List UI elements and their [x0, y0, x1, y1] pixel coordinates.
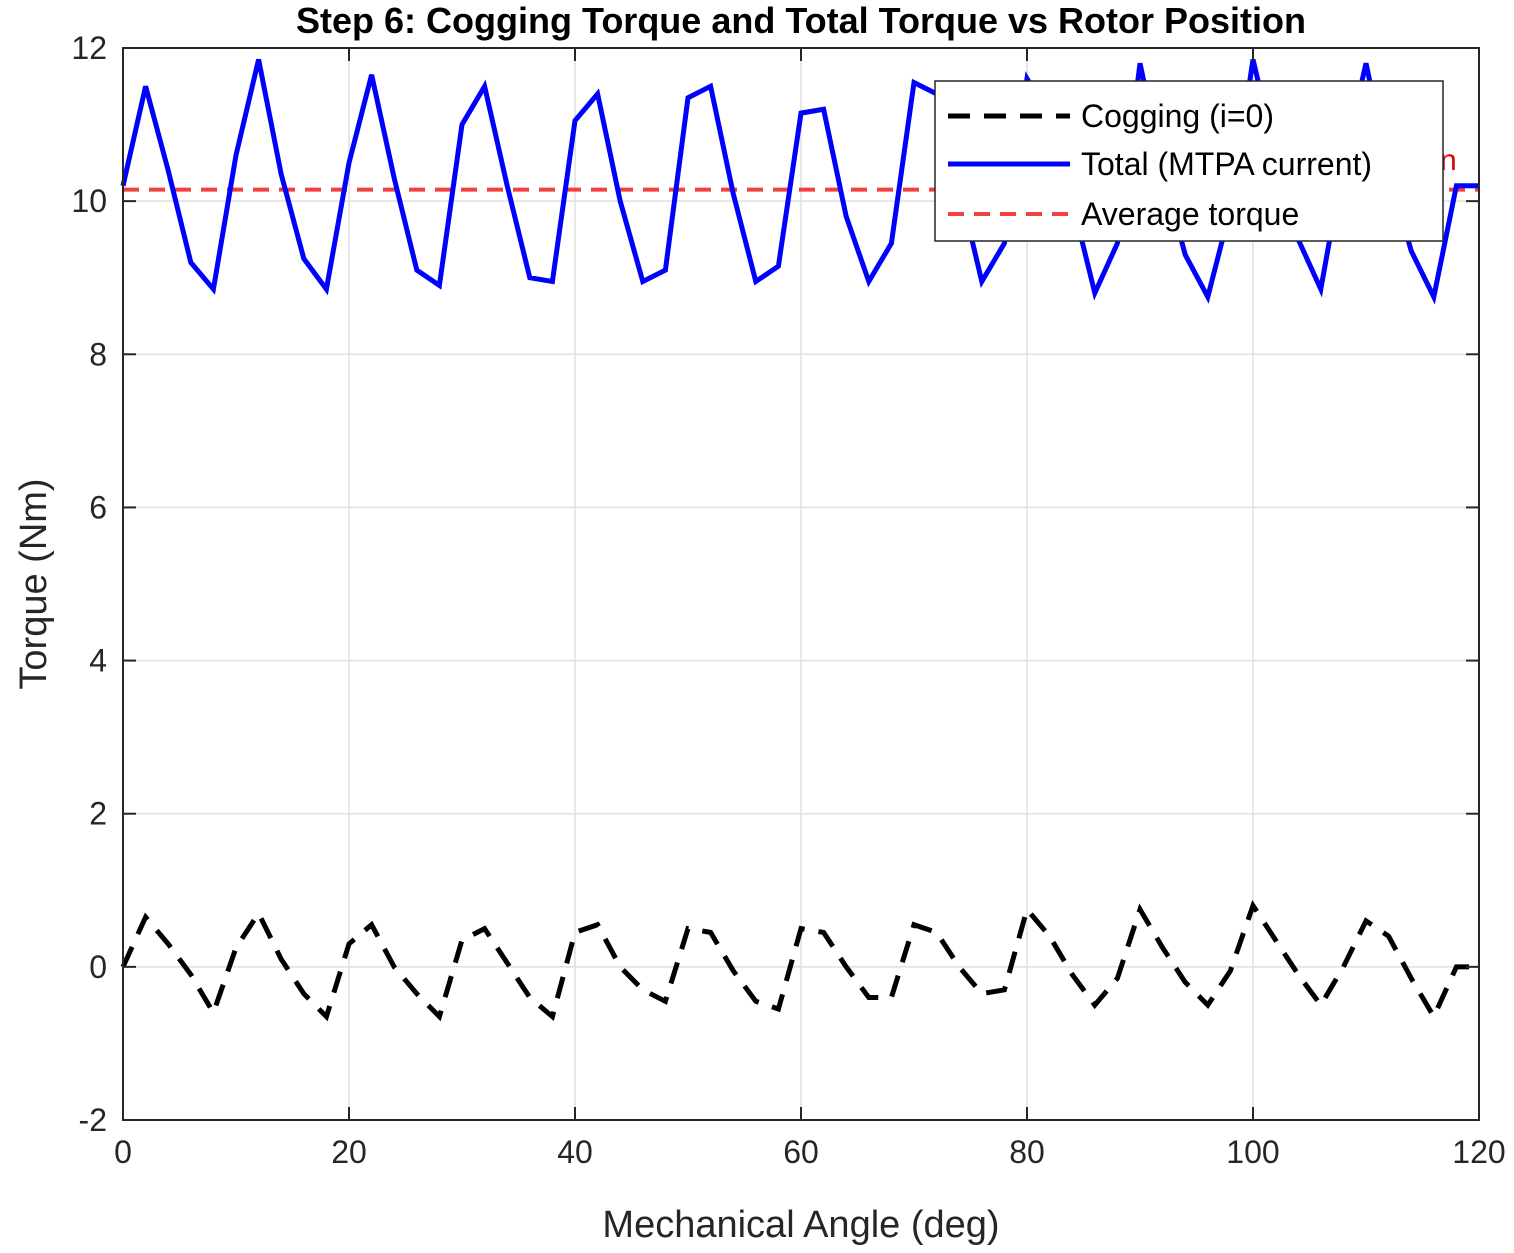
y-axis-label: Torque (Nm): [13, 478, 55, 689]
x-axis-label: Mechanical Angle (deg): [602, 1204, 999, 1246]
x-tick-label-2: 40: [557, 1134, 593, 1170]
chart-title: Step 6: Cogging Torque and Total Torque …: [296, 0, 1306, 41]
legend-label-cogging: Cogging (i=0): [1081, 98, 1274, 134]
x-tick-label-5: 100: [1226, 1134, 1279, 1170]
annotation-layer: n: [1440, 144, 1457, 177]
annotation-text: n: [1440, 144, 1457, 177]
x-tick-label-0: 0: [114, 1134, 132, 1170]
x-tick-label-6: 120: [1452, 1134, 1505, 1170]
y-tick-label-5: 8: [89, 336, 107, 372]
cogging-torque-line: [120, 899, 1479, 1023]
y-tick-label-1: 0: [89, 949, 107, 985]
y-tick-label-2: 2: [89, 796, 107, 832]
legend-box: [934, 80, 1444, 242]
legend-label-total: Total (MTPA current): [1081, 146, 1372, 182]
y-tick-label-7: 12: [71, 30, 107, 66]
legend-label-average: Average torque: [1081, 196, 1299, 232]
x-tick-label-3: 60: [783, 1134, 819, 1170]
y-tick-label-4: 6: [89, 489, 107, 525]
y-tick-label-3: 4: [89, 643, 107, 679]
y-tick-label-0: -2: [79, 1102, 107, 1138]
legend: Cogging (i=0) Total (MTPA current) Avera…: [934, 80, 1444, 242]
y-tick-label-6: 10: [71, 183, 107, 219]
x-tick-label-4: 80: [1009, 1134, 1045, 1170]
x-tick-label-1: 20: [331, 1134, 367, 1170]
